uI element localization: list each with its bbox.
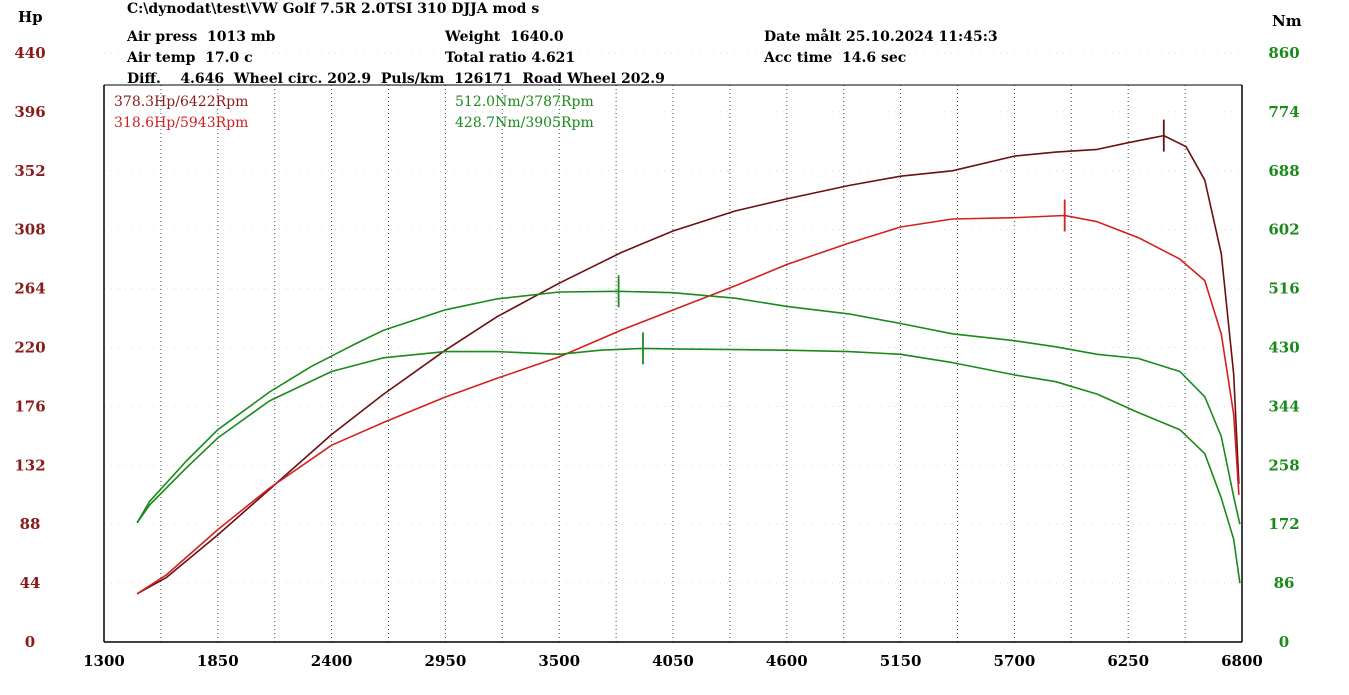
air-press: Air press 1013 mb [127, 29, 276, 45]
x-tick-label: 6800 [1221, 652, 1263, 670]
total-ratio: Total ratio 4.621 [445, 50, 576, 66]
peak-nm-1: 512.0Nm/3787Rpm [455, 94, 594, 110]
x-tick-label: 4600 [766, 652, 808, 670]
left-tick-label: 176 [14, 397, 45, 415]
left-tick-label: 220 [14, 339, 45, 357]
date-measured: Date målt 25.10.2024 11:45:3 [764, 29, 998, 45]
left-tick-label: 396 [14, 103, 45, 121]
left-tick-label: 308 [14, 221, 45, 239]
x-tick-label: 1850 [197, 652, 239, 670]
peak-hp-1: 378.3Hp/6422Rpm [114, 94, 249, 110]
left-tick-label: 88 [20, 515, 41, 533]
left-tick-label: 0 [25, 633, 35, 651]
peak-nm-2: 428.7Nm/3905Rpm [455, 115, 594, 131]
series-lines [136, 134, 1241, 595]
right-tick-label: 344 [1268, 397, 1299, 415]
tick-labels: 1300 1850 2400 2950 3500 4050 4600 5150 5700 6250… [14, 44, 1299, 670]
left-tick-label: 352 [14, 162, 45, 180]
x-tick-label: 2400 [311, 652, 353, 670]
diff-info: Diff. 4.646 Wheel circ. 202.9 Puls/km 12… [127, 71, 665, 87]
file-path: C:\dynodat\test\VW Golf 7.5R 2.0TSI 310 … [127, 1, 540, 17]
x-tick-label: 2950 [425, 652, 467, 670]
series-line-2 [136, 214, 1240, 595]
right-axis-label: Nm [1272, 12, 1302, 30]
right-tick-label: 860 [1268, 44, 1299, 62]
right-tick-label: 688 [1268, 162, 1299, 180]
axes [103, 84, 1243, 643]
grid-lines [104, 52, 1242, 642]
peak-markers [617, 119, 1165, 365]
right-tick-label: 172 [1268, 515, 1299, 533]
acc-time: Acc time 14.6 sec [764, 50, 907, 66]
x-tick-label: 5150 [880, 652, 922, 670]
right-tick-label: 86 [1274, 574, 1295, 592]
series-line-1 [136, 134, 1240, 595]
left-axis-label: Hp [18, 8, 43, 26]
right-tick-label: 774 [1268, 103, 1299, 121]
x-tick-label: 6250 [1107, 652, 1149, 670]
right-tick-label: 430 [1268, 339, 1299, 357]
right-tick-label: 258 [1268, 456, 1299, 474]
left-tick-label: 44 [20, 574, 41, 592]
left-tick-label: 264 [14, 280, 45, 298]
right-tick-label: 602 [1268, 221, 1299, 239]
right-tick-label: 516 [1268, 280, 1299, 298]
x-tick-label: 1300 [83, 652, 125, 670]
air-temp: Air temp 17.0 c [127, 50, 253, 66]
left-tick-label: 440 [14, 44, 45, 62]
series-line-4 [136, 347, 1241, 584]
x-tick-label: 3500 [538, 652, 580, 670]
right-tick-label: 0 [1279, 633, 1289, 651]
weight: Weight 1640.0 [445, 29, 564, 45]
x-tick-label: 5700 [994, 652, 1036, 670]
x-tick-label: 4050 [652, 652, 694, 670]
series-line-3 [136, 290, 1241, 525]
peak-hp-2: 318.6Hp/5943Rpm [114, 115, 249, 131]
left-tick-label: 132 [14, 456, 45, 474]
